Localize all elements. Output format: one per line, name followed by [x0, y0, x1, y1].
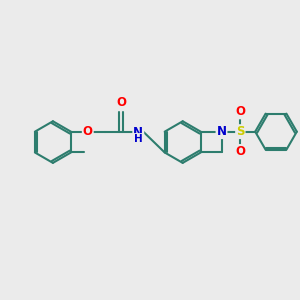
Text: O: O	[235, 145, 245, 158]
Text: O: O	[83, 125, 93, 138]
Text: O: O	[235, 105, 245, 119]
Text: N: N	[217, 125, 226, 138]
Text: H: H	[134, 134, 143, 144]
Text: O: O	[116, 96, 127, 110]
Text: N: N	[133, 126, 143, 139]
Text: S: S	[236, 125, 244, 138]
